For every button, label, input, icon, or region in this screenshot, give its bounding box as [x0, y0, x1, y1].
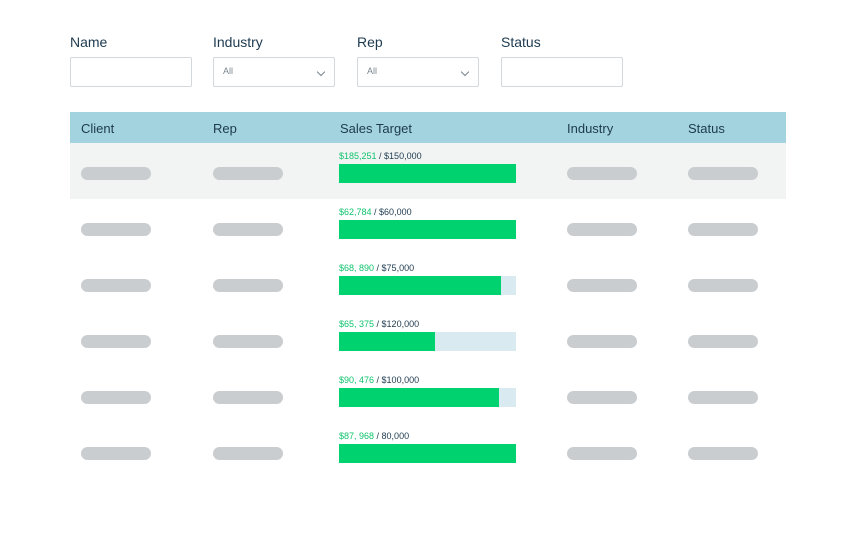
sales-progress-fill — [339, 276, 501, 295]
client-placeholder — [81, 223, 151, 236]
status-placeholder — [688, 279, 758, 292]
sales-actual-amount: $68, 890 — [339, 263, 375, 273]
status-placeholder — [688, 223, 758, 236]
chevron-down-icon — [460, 67, 470, 77]
client-placeholder — [81, 167, 151, 180]
sales-target-amount: / $100,000 — [374, 375, 420, 385]
client-placeholder — [81, 391, 151, 404]
rep-filter-label: Rep — [357, 34, 383, 50]
status-placeholder — [688, 391, 758, 404]
status-filter-label: Status — [501, 34, 541, 50]
client-placeholder — [81, 447, 151, 460]
column-header-rep[interactable]: Rep — [213, 121, 237, 136]
table-row[interactable]: $87, 968 / 80,000 — [70, 423, 786, 479]
sales-actual-amount: $90, 476 — [339, 375, 375, 385]
sales-progress-bar — [339, 332, 516, 351]
industry-filter-select[interactable]: All — [213, 57, 335, 87]
filter-bar: Name Industry All Rep All Status — [0, 0, 850, 110]
rep-filter-select[interactable]: All — [357, 57, 479, 87]
rep-filter-value: All — [367, 66, 378, 76]
chevron-down-icon — [316, 67, 326, 77]
sales-target-amount: / $150,000 — [376, 151, 422, 161]
name-filter-label: Name — [70, 34, 108, 50]
rep-placeholder — [213, 279, 283, 292]
sales-progress-fill — [339, 164, 516, 183]
column-header-sales-target[interactable]: Sales Target — [340, 121, 413, 136]
sales-actual-amount: $87, 968 — [339, 431, 375, 441]
sales-target-amount: / $75,000 — [374, 263, 415, 273]
sales-target-text: $68, 890 / $75,000 — [339, 263, 414, 273]
sales-target-amount: / $60,000 — [371, 207, 412, 217]
table-body: $185,251 / $150,000 $62,784 / $60,000 $68,… — [70, 143, 786, 479]
sales-actual-amount: $65, 375 — [339, 319, 375, 329]
sales-target-text: $62,784 / $60,000 — [339, 207, 412, 217]
sales-progress-bar — [339, 164, 516, 183]
table-row[interactable]: $90, 476 / $100,000 — [70, 367, 786, 423]
industry-placeholder — [567, 167, 637, 180]
sales-target-text: $65, 375 / $120,000 — [339, 319, 419, 329]
sales-target-text: $185,251 / $150,000 — [339, 151, 422, 161]
status-filter-input[interactable] — [501, 57, 623, 87]
sales-target-text: $90, 476 / $100,000 — [339, 375, 419, 385]
table-header: Client Rep Sales Target Industry Status — [70, 112, 786, 143]
sales-actual-amount: $185,251 — [339, 151, 377, 161]
rep-placeholder — [213, 391, 283, 404]
status-placeholder — [688, 447, 758, 460]
client-placeholder — [81, 279, 151, 292]
column-header-industry[interactable]: Industry — [567, 121, 614, 136]
sales-target-text: $87, 968 / 80,000 — [339, 431, 409, 441]
rep-placeholder — [213, 167, 283, 180]
rep-placeholder — [213, 335, 283, 348]
rep-placeholder — [213, 223, 283, 236]
table-row[interactable]: $68, 890 / $75,000 — [70, 255, 786, 311]
industry-placeholder — [567, 391, 637, 404]
column-header-status[interactable]: Status — [688, 121, 725, 136]
sales-progress-bar — [339, 388, 516, 407]
sales-table: Client Rep Sales Target Industry Status … — [70, 112, 786, 479]
status-placeholder — [688, 335, 758, 348]
industry-placeholder — [567, 223, 637, 236]
sales-target-amount: / $120,000 — [374, 319, 420, 329]
industry-placeholder — [567, 279, 637, 292]
status-placeholder — [688, 167, 758, 180]
table-row[interactable]: $62,784 / $60,000 — [70, 199, 786, 255]
name-filter-input[interactable] — [70, 57, 192, 87]
industry-placeholder — [567, 447, 637, 460]
sales-progress-fill — [339, 444, 516, 463]
sales-progress-fill — [339, 332, 435, 351]
sales-target-amount: / 80,000 — [374, 431, 410, 441]
industry-filter-label: Industry — [213, 34, 263, 50]
sales-progress-fill — [339, 388, 499, 407]
table-row[interactable]: $65, 375 / $120,000 — [70, 311, 786, 367]
sales-progress-bar — [339, 444, 516, 463]
column-header-client[interactable]: Client — [81, 121, 115, 136]
rep-placeholder — [213, 447, 283, 460]
industry-filter-value: All — [223, 66, 234, 76]
sales-progress-bar — [339, 276, 516, 295]
sales-progress-bar — [339, 220, 516, 239]
sales-actual-amount: $62,784 — [339, 207, 372, 217]
industry-placeholder — [567, 335, 637, 348]
table-row[interactable]: $185,251 / $150,000 — [70, 143, 786, 199]
sales-progress-fill — [339, 220, 516, 239]
client-placeholder — [81, 335, 151, 348]
